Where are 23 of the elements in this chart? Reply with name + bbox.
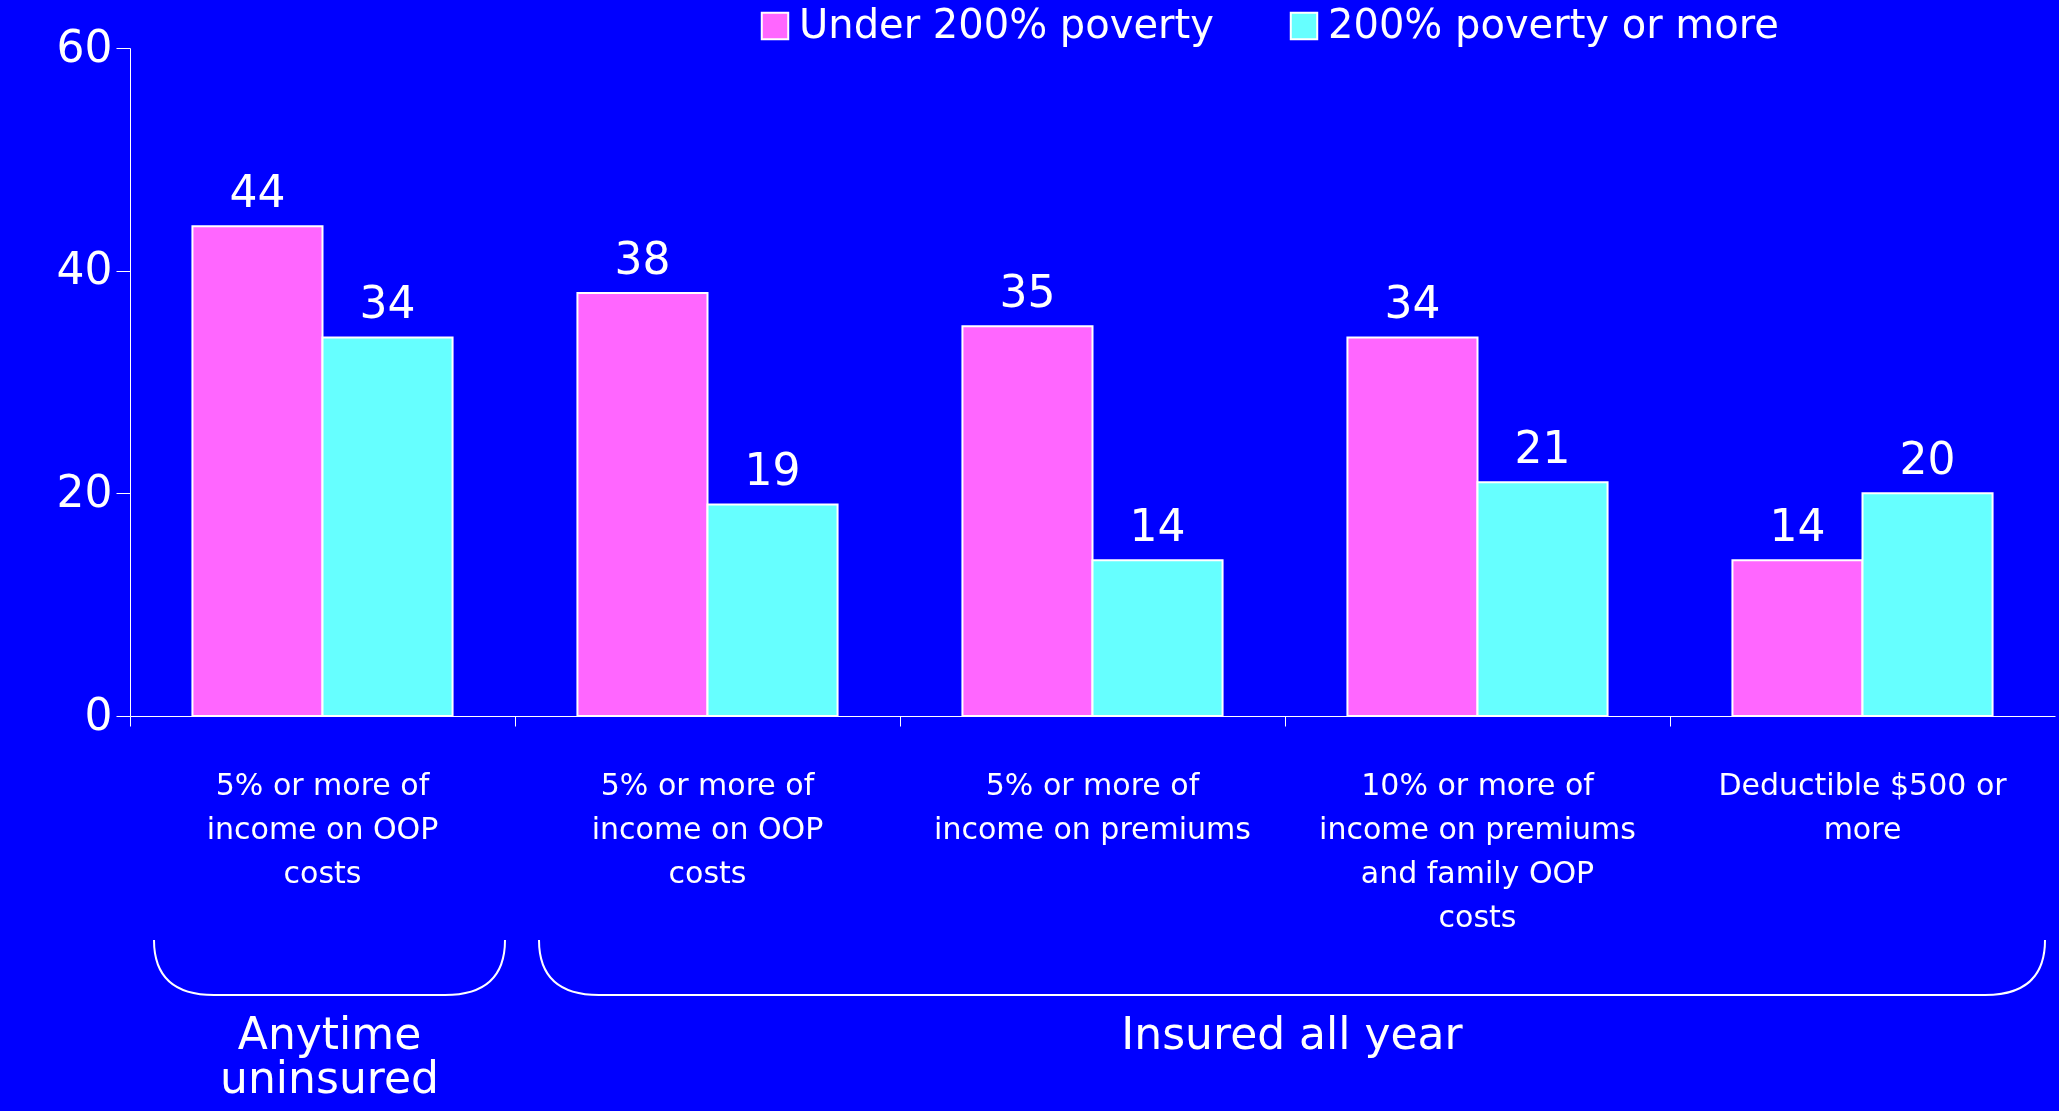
data-label: 21: [1514, 422, 1571, 474]
x-tick-label: 5% or more of income on OOP costs: [591, 766, 824, 890]
text: Insured all year: [1120, 1008, 1464, 1059]
legend-label: Under 200% poverty: [799, 1, 1214, 47]
data-label: 34: [359, 277, 416, 329]
x-tick-label: 5% or more of income on OOP costs: [206, 766, 439, 890]
x-tick-label: 5% or more of income on premiums: [934, 766, 1251, 846]
y-tick-label: 0: [84, 688, 113, 740]
data-label: 14: [1769, 500, 1826, 552]
legend-label: 200% poverty or more: [1328, 1, 1779, 47]
y-tick-label: 40: [56, 243, 113, 295]
data-label: 19: [744, 444, 801, 496]
data-label: 44: [229, 166, 286, 218]
data-label: 38: [614, 232, 671, 284]
data-label: 35: [999, 266, 1056, 318]
data-label: 34: [1384, 277, 1441, 329]
x-tick-label: Deductible $500 or more: [1718, 766, 2008, 846]
data-label: 14: [1129, 500, 1186, 552]
x-tick-label: 10% or more of income on premiums and family OOP costs: [1319, 766, 1636, 934]
text: Anytime uninsured: [219, 1008, 440, 1103]
y-tick-label: 60: [56, 20, 113, 72]
data-label: 20: [1899, 433, 1956, 485]
y-tick-label: 20: [56, 465, 113, 517]
